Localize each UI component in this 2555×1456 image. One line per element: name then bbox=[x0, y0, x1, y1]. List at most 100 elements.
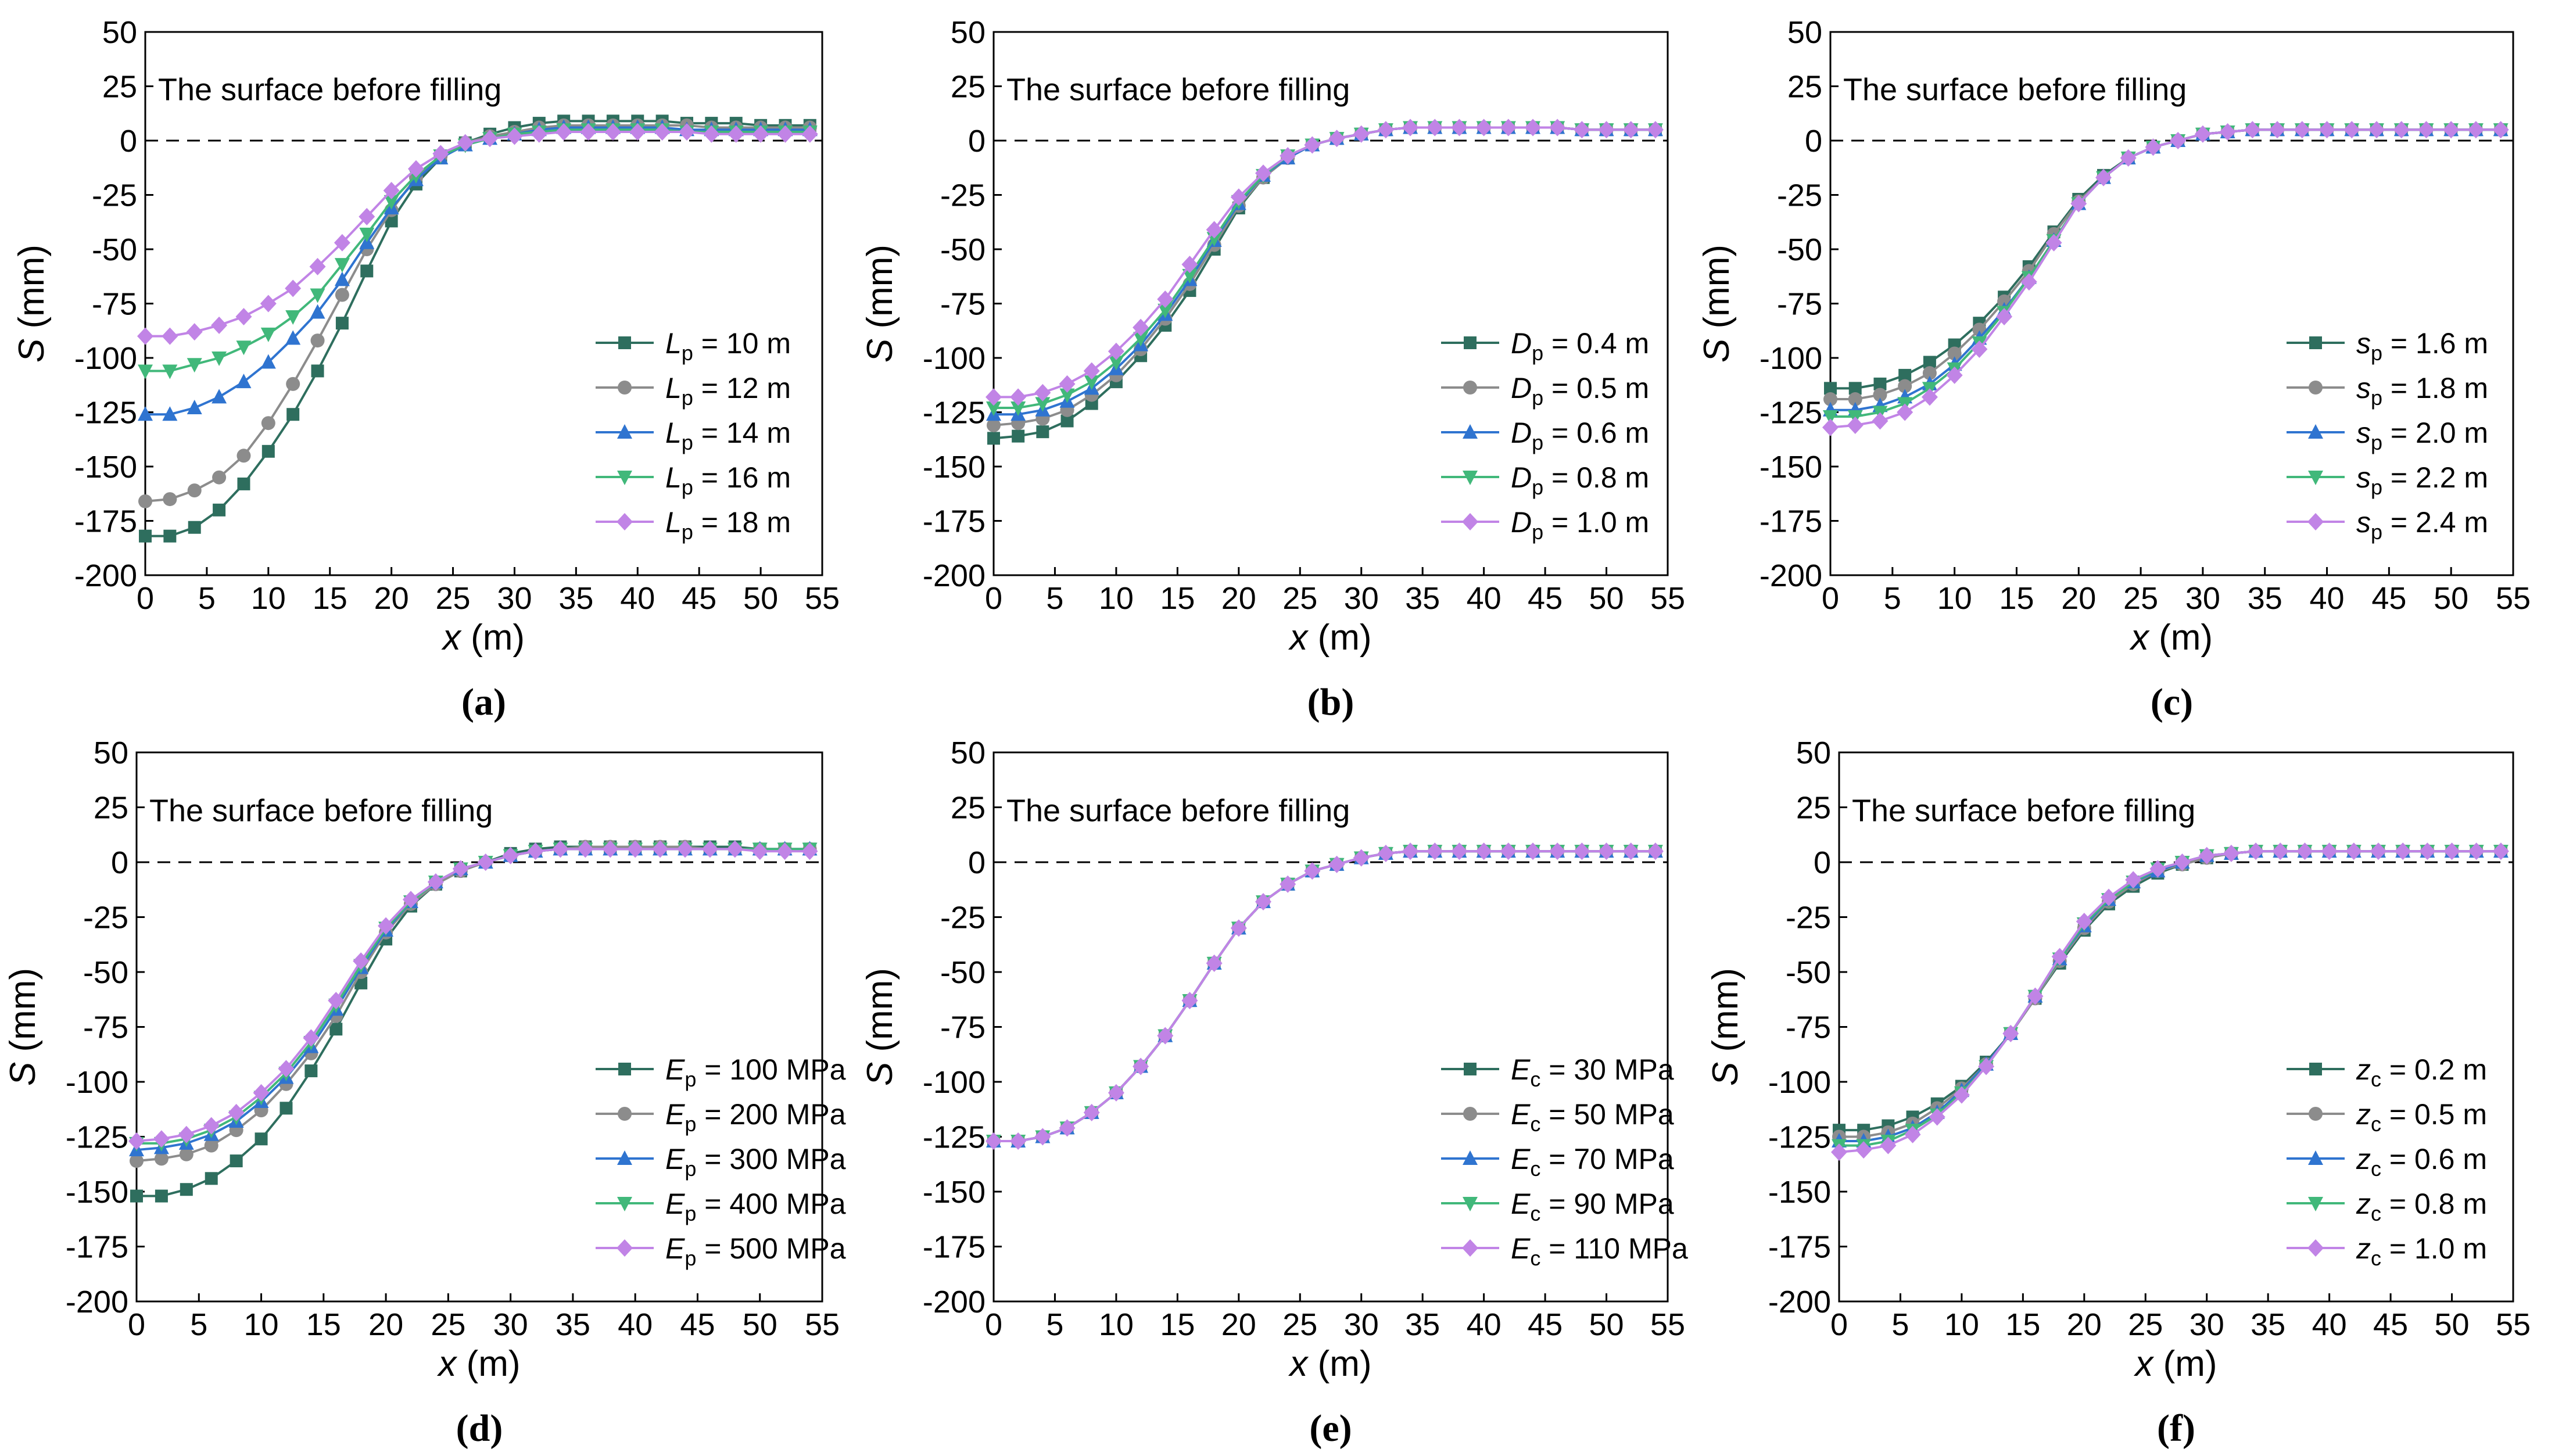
chart-panel-5: 0 5 10 15 20 25 30 35 40 45 50 55 50 25 0 -25 -50 -75 -100… bbox=[860, 736, 1688, 1450]
x-axis-label: x (m) bbox=[441, 618, 525, 658]
data-point bbox=[2272, 842, 2289, 860]
data-point bbox=[2492, 121, 2509, 139]
data-point bbox=[726, 840, 743, 858]
data-point bbox=[1012, 429, 1025, 443]
x-tick-label: 25 bbox=[1282, 1307, 1317, 1342]
y-tick-label: -75 bbox=[1777, 287, 1822, 322]
data-point bbox=[178, 1125, 195, 1143]
chart-panel-2: 0 5 10 15 20 25 30 35 40 45 50 55 50 25 0 -25 -50 -75 -100… bbox=[860, 15, 1685, 723]
data-point bbox=[502, 847, 519, 865]
data-point bbox=[1304, 862, 1321, 880]
data-point bbox=[1475, 119, 1492, 137]
legend-label: zc = 0.6 m bbox=[2356, 1143, 2487, 1181]
legend-label: Dp = 1.0 m bbox=[1511, 506, 1649, 544]
data-point bbox=[2219, 123, 2236, 141]
x-tick-label: 20 bbox=[2067, 1307, 2102, 1342]
panel-label: (f) bbox=[2157, 1407, 2195, 1450]
legend-marker bbox=[618, 381, 632, 395]
legend-label: Lp = 12 m bbox=[665, 372, 791, 410]
data-point bbox=[2020, 273, 2037, 291]
y-tick-label: -25 bbox=[83, 901, 128, 935]
data-point bbox=[237, 477, 250, 490]
y-tick-label: -175 bbox=[1768, 1230, 1831, 1265]
legend-label: Ec = 90 MPa bbox=[1511, 1188, 1674, 1225]
data-point bbox=[1083, 362, 1100, 380]
data-point bbox=[2095, 168, 2112, 187]
y-tick-label: -50 bbox=[83, 955, 128, 990]
data-point bbox=[1108, 342, 1124, 360]
x-tick-label: 10 bbox=[1944, 1307, 1979, 1342]
panel-label: (e) bbox=[1309, 1407, 1352, 1450]
data-point bbox=[153, 1130, 170, 1148]
x-axis-label: x (m) bbox=[1288, 1344, 1371, 1384]
data-point bbox=[329, 1023, 343, 1036]
y-tick-label: -125 bbox=[1768, 1120, 1831, 1155]
data-point bbox=[2294, 121, 2310, 139]
data-point bbox=[531, 125, 547, 143]
data-point bbox=[1328, 855, 1345, 873]
data-point bbox=[556, 123, 572, 141]
data-point bbox=[236, 374, 252, 389]
data-point bbox=[212, 352, 227, 366]
x-tick-label: 35 bbox=[2248, 581, 2282, 616]
legend-label: Lp = 10 m bbox=[665, 327, 791, 365]
x-tick-label: 0 bbox=[1830, 1307, 1848, 1342]
data-point bbox=[1848, 382, 1862, 395]
data-point bbox=[205, 1172, 218, 1185]
y-tick-label: 25 bbox=[1796, 791, 1831, 826]
data-point bbox=[128, 1132, 145, 1150]
data-point bbox=[285, 310, 301, 325]
x-tick-label: 35 bbox=[556, 1307, 590, 1342]
x-tick-label: 20 bbox=[1221, 581, 1256, 616]
data-point bbox=[986, 388, 1002, 406]
legend-marker bbox=[617, 513, 633, 530]
data-point bbox=[1971, 340, 1988, 358]
x-tick-label: 10 bbox=[251, 581, 286, 616]
data-point bbox=[334, 271, 350, 286]
legend-label: Lp = 18 m bbox=[665, 506, 791, 544]
data-point bbox=[986, 1132, 1002, 1150]
x-tick-label: 15 bbox=[1160, 581, 1195, 616]
y-tick-label: 25 bbox=[951, 70, 986, 105]
x-tick-label: 15 bbox=[2005, 1307, 2040, 1342]
y-tick-label: -50 bbox=[1777, 232, 1822, 267]
legend-label: Lp = 14 m bbox=[665, 417, 791, 454]
legend-marker bbox=[618, 336, 631, 349]
data-point bbox=[652, 840, 669, 858]
y-tick-label: 0 bbox=[120, 124, 137, 159]
data-point bbox=[1525, 119, 1541, 137]
data-point bbox=[261, 444, 275, 458]
legend-marker bbox=[617, 1150, 632, 1165]
data-point bbox=[457, 134, 474, 152]
y-tick-label: -200 bbox=[923, 1285, 986, 1319]
legend-label: Ec = 30 MPa bbox=[1511, 1053, 1674, 1091]
data-point bbox=[278, 1060, 295, 1078]
x-tick-label: 25 bbox=[436, 581, 471, 616]
data-point bbox=[477, 853, 494, 871]
data-point bbox=[1525, 842, 1541, 860]
data-point bbox=[137, 327, 153, 345]
data-point bbox=[138, 406, 153, 421]
legend: Ep = 100 MPa Ep = 200 MPa Ep = 300 MPa Ep =… bbox=[596, 1053, 846, 1270]
series-line bbox=[1839, 850, 2501, 1153]
data-point bbox=[230, 1154, 243, 1168]
x-tick-label: 55 bbox=[1650, 1307, 1685, 1342]
y-tick-label: -150 bbox=[74, 450, 137, 485]
data-point bbox=[2198, 847, 2215, 865]
data-point bbox=[359, 227, 375, 242]
data-point bbox=[1059, 388, 1075, 403]
data-point bbox=[213, 503, 226, 517]
data-point bbox=[1598, 121, 1615, 139]
data-point bbox=[1978, 1057, 1995, 1075]
x-tick-label: 25 bbox=[2128, 1307, 2163, 1342]
panel-label: (c) bbox=[2151, 681, 2193, 723]
legend-marker bbox=[617, 1239, 633, 1257]
data-point bbox=[987, 432, 1000, 445]
data-point bbox=[801, 842, 818, 860]
data-point bbox=[1500, 119, 1517, 137]
x-tick-label: 25 bbox=[2123, 581, 2158, 616]
x-tick-label: 45 bbox=[682, 581, 716, 616]
data-point bbox=[1060, 414, 1074, 428]
y-tick-label: 0 bbox=[111, 845, 128, 880]
